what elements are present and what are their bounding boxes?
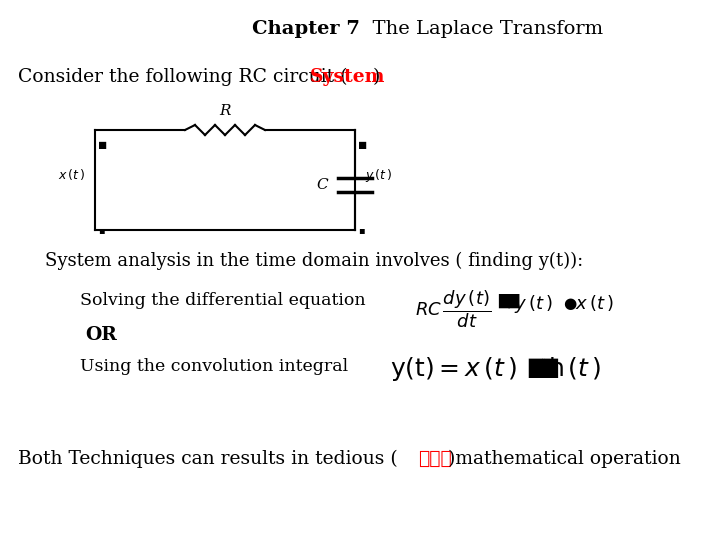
Text: )mathematical operation: )mathematical operation — [448, 450, 680, 468]
Text: ▪: ▪ — [98, 225, 104, 235]
Text: $y\,(t\,)$: $y\,(t\,)$ — [514, 293, 552, 315]
Text: The Laplace Transform: The Laplace Transform — [360, 20, 603, 38]
Text: $x\,(t\,)$: $x\,(t\,)$ — [575, 293, 613, 313]
Text: $y\,(t\,)$: $y\,(t\,)$ — [365, 166, 392, 184]
Text: System: System — [310, 68, 385, 86]
Text: ): ) — [373, 68, 380, 86]
Text: Solving the differential equation: Solving the differential equation — [80, 292, 366, 309]
Text: $RC\,\dfrac{dy\,(t)}{dt}$: $RC\,\dfrac{dy\,(t)}{dt}$ — [415, 288, 491, 329]
Text: OR: OR — [85, 326, 117, 344]
Text: System analysis in the time domain involves ( finding y(t)):: System analysis in the time domain invol… — [45, 252, 583, 270]
Text: Both Techniques can results in tedious (: Both Techniques can results in tedious ( — [18, 450, 404, 468]
Text: R: R — [220, 104, 230, 118]
Text: ██: ██ — [498, 294, 519, 308]
Text: Consider the following RC circuit (: Consider the following RC circuit ( — [18, 68, 354, 86]
Text: ممل: ممل — [418, 450, 451, 468]
Text: $\mathrm{h}\,(t\,)$: $\mathrm{h}\,(t\,)$ — [548, 355, 601, 381]
Text: ◼: ◼ — [358, 140, 367, 150]
Text: $\mathrm{y(t)} = x\,(t\,)$: $\mathrm{y(t)} = x\,(t\,)$ — [390, 355, 517, 383]
Text: ◼: ◼ — [98, 140, 107, 150]
Text: ▪: ▪ — [358, 225, 364, 235]
Text: Chapter 7: Chapter 7 — [252, 20, 360, 38]
Text: $x\,(t\,)$: $x\,(t\,)$ — [58, 167, 85, 183]
Text: Using the convolution integral: Using the convolution integral — [80, 358, 348, 375]
Text: C: C — [316, 178, 328, 192]
Text: ●: ● — [563, 296, 576, 311]
Text: ██: ██ — [528, 359, 558, 379]
